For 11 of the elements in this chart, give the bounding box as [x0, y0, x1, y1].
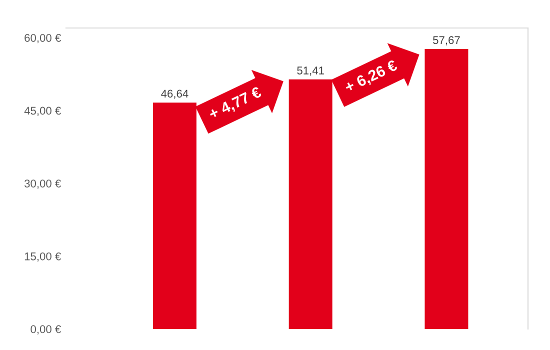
data-label: 46,64	[161, 90, 188, 99]
y-tick-label: 45,00 €	[24, 106, 61, 116]
annotation: + 4,77 €	[208, 86, 264, 122]
data-label: 51,41	[297, 66, 324, 76]
y-tick-label: 15,00 €	[24, 252, 61, 262]
y-tick-label: 60,00 €	[24, 34, 61, 44]
y-tick-label: 30,00 €	[24, 180, 61, 189]
bar	[424, 49, 468, 329]
y-tick-label: 0,00 €	[30, 325, 61, 334]
data-label: 57,67	[433, 36, 460, 46]
annotation: + 6,26 €	[344, 59, 399, 95]
